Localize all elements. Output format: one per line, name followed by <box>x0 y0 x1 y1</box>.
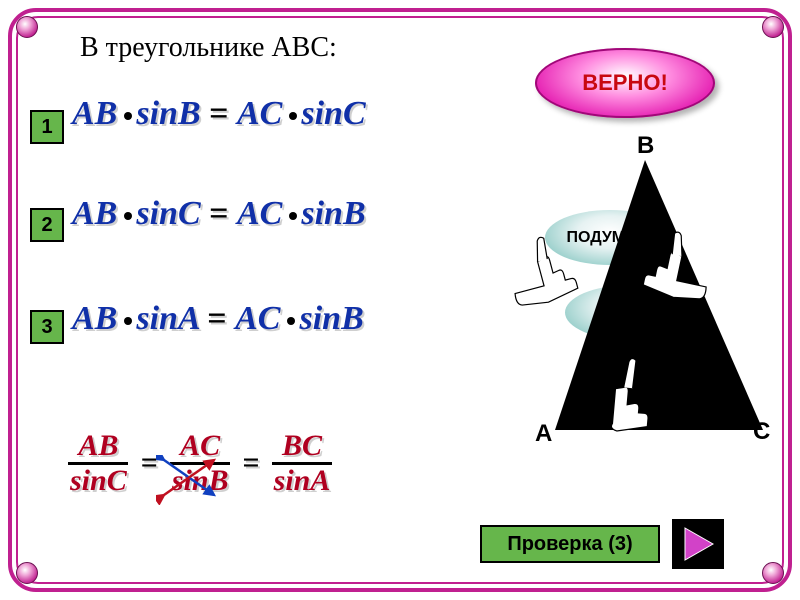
fraction-ab-sinc: AB sinC <box>60 430 137 496</box>
equals-sign: = <box>139 446 160 480</box>
eq3-sinb: sinB <box>299 300 363 337</box>
eq3-ac: AC <box>235 300 280 337</box>
pointing-hand-icon <box>586 347 674 444</box>
bubble-correct-text: ВЕРНО! <box>582 70 668 96</box>
frac1-top: AB <box>68 430 128 465</box>
equals-sign: = <box>241 446 262 480</box>
equation-1: AB sinB = AC sinC <box>72 95 366 133</box>
equation-3: AB sinA = AC sinB <box>72 300 364 338</box>
frame-knob-bottom-right <box>762 562 784 584</box>
frame-knob-bottom-left <box>16 562 38 584</box>
vertex-a-label: A <box>535 420 552 448</box>
eq1-sinb: sinB <box>136 95 200 132</box>
vertex-c-label: C <box>753 418 770 446</box>
frac3-bot: sinA <box>264 465 341 497</box>
equals-sign: = <box>209 195 237 232</box>
bubble-correct: ВЕРНО! <box>535 48 715 118</box>
play-triangle-icon <box>681 526 715 562</box>
option-2-button[interactable]: 2 <box>30 208 64 242</box>
frac2-top: AC <box>170 430 230 465</box>
equals-sign: = <box>207 300 235 337</box>
equals-sign: = <box>209 95 237 132</box>
page-title: В треугольнике АВС: <box>80 32 337 64</box>
frac2-bot: sinB <box>162 465 239 497</box>
frac1-bot: sinC <box>60 465 137 497</box>
mult-dot-icon <box>124 112 132 120</box>
mult-dot-icon <box>124 317 132 325</box>
frame-knob-top-right <box>762 16 784 38</box>
equation-2: AB sinC = AC sinB <box>72 195 366 233</box>
eq2-sinc: sinC <box>136 195 200 232</box>
law-of-sines: AB sinC = AC sinB = BC sinA <box>60 430 340 496</box>
eq2-ac: AC <box>237 195 282 232</box>
mult-dot-icon <box>124 212 132 220</box>
mult-dot-icon <box>289 112 297 120</box>
frac3-top: BC <box>272 430 332 465</box>
option-3-button[interactable]: 3 <box>30 310 64 344</box>
fraction-ac-sinb: AC sinB <box>162 430 239 496</box>
eq2-sinb: sinB <box>301 195 365 232</box>
eq3-sina: sinA <box>136 300 198 337</box>
play-next-button[interactable] <box>672 519 724 569</box>
eq3-ab: AB <box>72 300 117 337</box>
option-1-button[interactable]: 1 <box>30 110 64 144</box>
vertex-b-label: B <box>637 132 654 160</box>
fraction-bc-sina: BC sinA <box>264 430 341 496</box>
mult-dot-icon <box>289 212 297 220</box>
eq2-ab: AB <box>72 195 117 232</box>
eq1-ab: AB <box>72 95 117 132</box>
eq1-ac: AC <box>237 95 282 132</box>
frame-knob-top-left <box>16 16 38 38</box>
mult-dot-icon <box>287 317 295 325</box>
eq1-sinc: sinC <box>301 95 365 132</box>
check-button[interactable]: Проверка (3) <box>480 525 660 563</box>
